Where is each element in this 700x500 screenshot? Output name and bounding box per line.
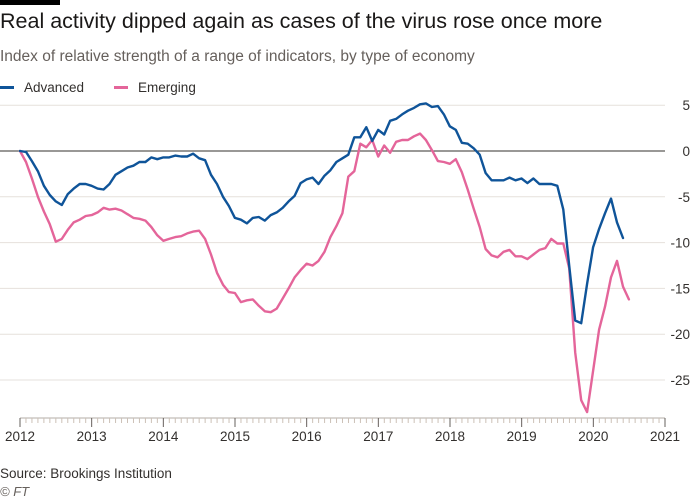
- x-tick-label: 2012: [5, 429, 35, 444]
- x-axis: 2012 2013 2014 2015 2016 2017 2018 2019 2020 2021: [5, 417, 680, 444]
- chart-title: Real activity dipped again as cases of t…: [0, 9, 603, 33]
- y-tick-label: -25: [670, 373, 690, 388]
- series-lines: [18, 102, 631, 414]
- y-axis: 5 0 -5 -10 -15 -20 -25: [670, 98, 690, 388]
- x-tick-label: 2018: [435, 429, 465, 444]
- credit-note: © FT: [0, 484, 30, 499]
- x-tick-label: 2016: [292, 429, 322, 444]
- legend-label-emerging: Emerging: [138, 80, 196, 95]
- y-tick-label: 5: [682, 98, 690, 113]
- series-line-emerging: [18, 132, 631, 414]
- chart-legend: Advanced Emerging: [0, 80, 226, 95]
- legend-label-advanced: Advanced: [24, 80, 85, 95]
- legend-item-emerging: Emerging: [114, 80, 196, 95]
- chart-subtitle: Index of relative strength of a range of…: [0, 48, 475, 65]
- x-tick-label: 2013: [77, 429, 107, 444]
- x-tick-label: 2019: [507, 429, 537, 444]
- legend-swatch-emerging: [114, 86, 129, 89]
- y-tick-label: -20: [670, 327, 690, 342]
- brand-bar: [0, 0, 60, 5]
- x-tick-label: 2021: [650, 429, 680, 444]
- series-line-advanced: [18, 102, 625, 325]
- x-tick-label: 2015: [220, 429, 250, 444]
- x-tick-label: 2020: [578, 429, 608, 444]
- y-tick-label: -10: [670, 236, 690, 251]
- source-note: Source: Brookings Institution: [0, 466, 172, 481]
- y-tick-label: 0: [682, 144, 690, 159]
- y-tick-label: -5: [678, 190, 690, 205]
- gridlines: [0, 104, 665, 381]
- x-tick-label: 2014: [148, 429, 179, 444]
- legend-item-advanced: Advanced: [0, 80, 84, 95]
- y-tick-label: -15: [670, 281, 690, 296]
- legend-swatch-advanced: [0, 86, 14, 89]
- x-tick-label: 2017: [363, 429, 393, 444]
